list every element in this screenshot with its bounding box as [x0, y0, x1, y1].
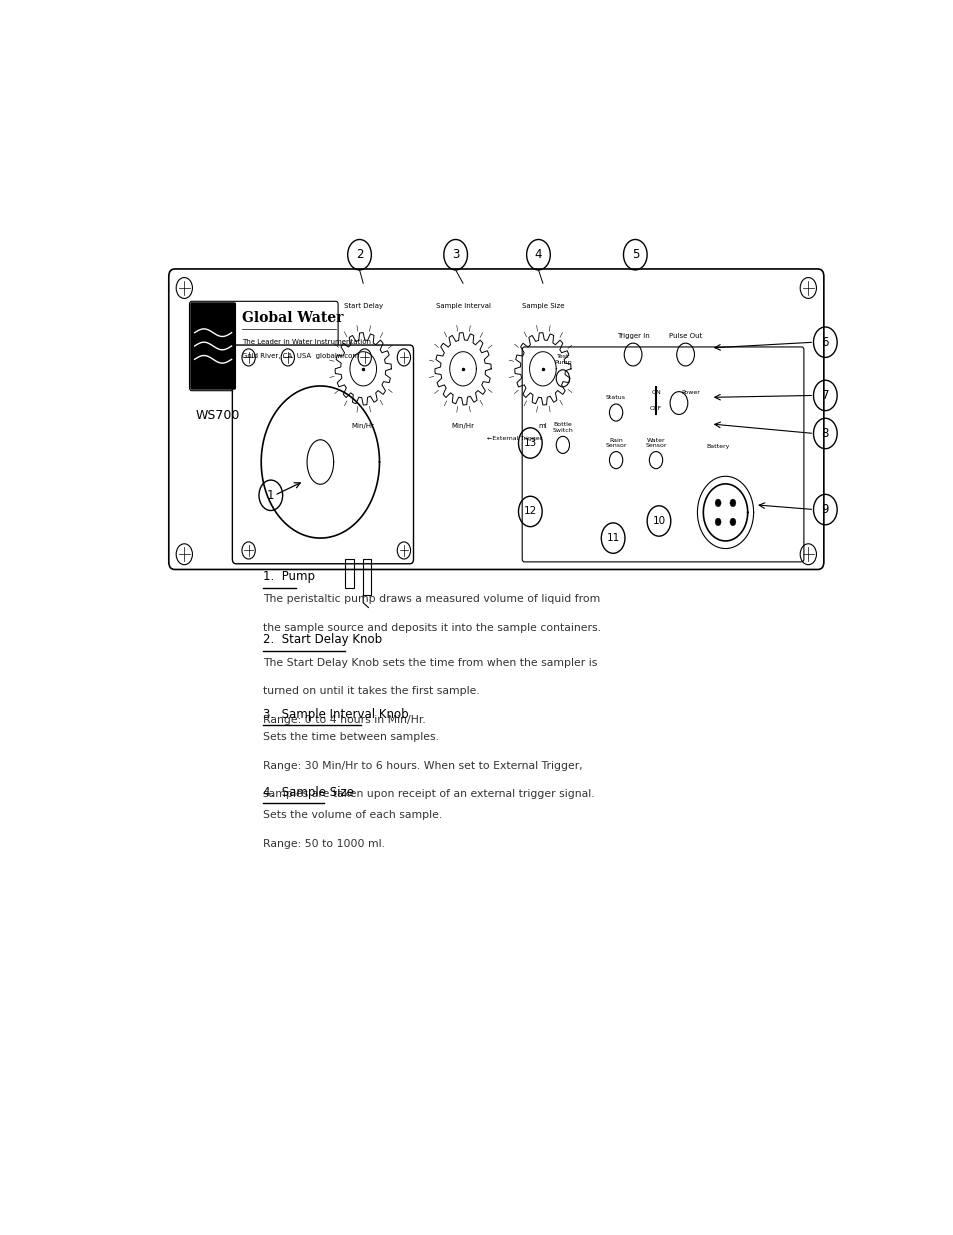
- FancyBboxPatch shape: [169, 269, 823, 569]
- Text: Bottle
Switch: Bottle Switch: [552, 422, 573, 433]
- FancyBboxPatch shape: [190, 303, 235, 390]
- Text: ←External Trigger: ←External Trigger: [487, 436, 542, 441]
- Text: Sample Interval: Sample Interval: [436, 303, 490, 309]
- Text: 13: 13: [523, 438, 537, 448]
- Text: 10: 10: [652, 516, 665, 526]
- Circle shape: [729, 499, 735, 506]
- Circle shape: [729, 519, 735, 526]
- Text: The Leader in Water Instrumentation: The Leader in Water Instrumentation: [242, 340, 371, 346]
- Text: Range: 30 Min/Hr to 6 hours. When set to External Trigger,: Range: 30 Min/Hr to 6 hours. When set to…: [263, 761, 582, 771]
- Text: Global Water: Global Water: [242, 311, 343, 325]
- Text: 3: 3: [452, 248, 458, 262]
- Text: Test
Pump: Test Pump: [554, 354, 571, 364]
- Text: Trigger In: Trigger In: [616, 332, 649, 338]
- Text: Battery: Battery: [705, 445, 729, 450]
- Text: Status: Status: [605, 395, 625, 400]
- Text: 2.  Start Delay Knob: 2. Start Delay Knob: [263, 634, 382, 646]
- Text: 11: 11: [606, 534, 619, 543]
- Text: Power: Power: [680, 390, 700, 395]
- Text: 2: 2: [355, 248, 363, 262]
- Text: 4.  Sample Size: 4. Sample Size: [263, 785, 355, 799]
- Text: Range: 0 to 4 hours in Min/Hr.: Range: 0 to 4 hours in Min/Hr.: [263, 715, 426, 725]
- Text: 3.  Sample Interval Knob: 3. Sample Interval Knob: [263, 708, 409, 721]
- Text: Range: 50 to 1000 ml.: Range: 50 to 1000 ml.: [263, 839, 385, 848]
- FancyBboxPatch shape: [233, 345, 413, 563]
- Circle shape: [715, 519, 720, 526]
- Text: Sets the time between samples.: Sets the time between samples.: [263, 732, 439, 742]
- Text: 8: 8: [821, 427, 828, 440]
- Text: 5: 5: [631, 248, 639, 262]
- Text: Min/Hr: Min/Hr: [352, 422, 375, 429]
- Text: WS700: WS700: [195, 409, 239, 422]
- Text: Pulse Out: Pulse Out: [668, 332, 701, 338]
- Text: the sample source and deposits it into the sample containers.: the sample source and deposits it into t…: [263, 622, 600, 632]
- Text: 1.  Pump: 1. Pump: [263, 569, 315, 583]
- Text: Sets the volume of each sample.: Sets the volume of each sample.: [263, 810, 442, 820]
- FancyBboxPatch shape: [190, 301, 337, 390]
- Text: ml: ml: [537, 422, 547, 429]
- FancyBboxPatch shape: [521, 347, 803, 562]
- Text: 9: 9: [821, 503, 828, 516]
- Text: samples are taken upon receipt of an external trigger signal.: samples are taken upon receipt of an ext…: [263, 789, 595, 799]
- Text: Start Delay: Start Delay: [343, 303, 382, 309]
- Text: ON: ON: [651, 390, 660, 395]
- Text: turned on until it takes the first sample.: turned on until it takes the first sampl…: [263, 687, 479, 697]
- Text: 12: 12: [523, 506, 537, 516]
- Text: The Start Delay Knob sets the time from when the sampler is: The Start Delay Knob sets the time from …: [263, 658, 598, 668]
- Text: 1: 1: [267, 489, 274, 501]
- Text: 7: 7: [821, 389, 828, 401]
- Text: Water
Sensor: Water Sensor: [644, 437, 666, 448]
- Text: Sample Size: Sample Size: [521, 303, 563, 309]
- Text: 4: 4: [534, 248, 541, 262]
- Text: OFF: OFF: [649, 406, 661, 411]
- Text: Min/Hr: Min/Hr: [451, 422, 474, 429]
- Circle shape: [715, 499, 720, 506]
- Text: Rain
Sensor: Rain Sensor: [605, 437, 626, 448]
- Text: Gold River, CA  USA  globalw.com: Gold River, CA USA globalw.com: [242, 353, 358, 359]
- Text: 6: 6: [821, 336, 828, 348]
- Text: The peristaltic pump draws a measured volume of liquid from: The peristaltic pump draws a measured vo…: [263, 594, 600, 604]
